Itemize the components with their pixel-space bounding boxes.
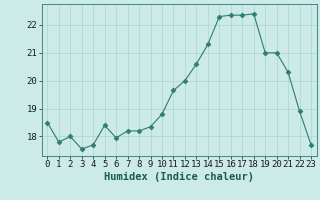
X-axis label: Humidex (Indice chaleur): Humidex (Indice chaleur) <box>104 172 254 182</box>
